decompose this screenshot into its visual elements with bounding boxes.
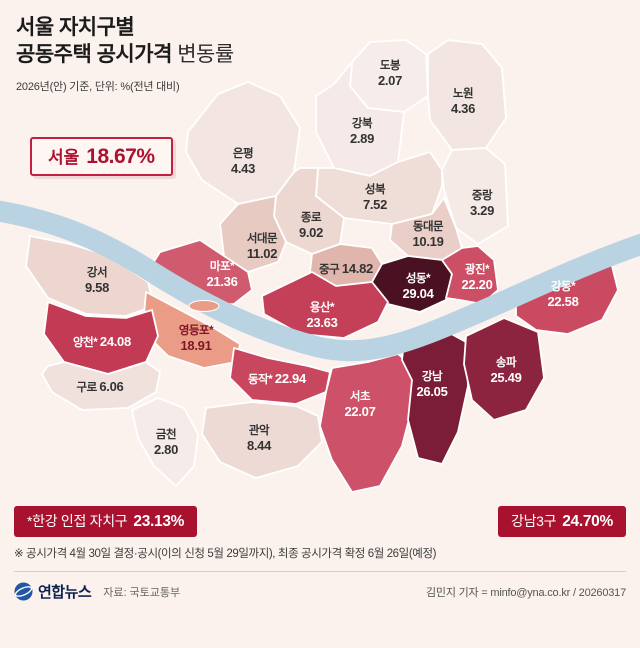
subtitle: 2026년(안) 기준, 단위: %(전년 대비): [16, 80, 180, 93]
district-shape-songpa: [463, 317, 545, 421]
yonhap-logo-icon: [14, 582, 33, 601]
hangang-badge-value: 23.13%: [133, 513, 185, 530]
han-river: [0, 200, 640, 362]
reporter-credit: 김민지 기자 = minfo@yna.co.kr / 20260317: [426, 586, 626, 599]
district-shape-seocho: [319, 353, 415, 493]
title-line2-light: 변동률: [171, 43, 234, 67]
district-shape-gangbuk: [315, 61, 405, 177]
footer-left: 연합뉴스 자료: 국토교통부: [14, 581, 180, 602]
gangnam3-badge: 강남3구 24.70%: [497, 506, 626, 537]
hangang-adjacent-badge: *한강 인접 자치구 23.13%: [14, 506, 198, 537]
title-line2-strong: 공동주택 공시가격: [16, 43, 172, 67]
seoul-badge-label: 서울: [48, 148, 80, 167]
gangnam3-badge-label: 강남3구: [510, 513, 557, 529]
district-shape-geumcheon: [131, 397, 199, 487]
yonhap-logo-text: 연합뉴스: [38, 584, 92, 601]
district-shape-gangseo: [25, 235, 155, 317]
yeouido-island: [188, 300, 220, 312]
footer: 연합뉴스 자료: 국토교통부 김민지 기자 = minfo@yna.co.kr …: [14, 571, 626, 602]
gangnam3-badge-value: 24.70%: [562, 513, 613, 530]
seoul-badge-value: 18.67%: [86, 145, 155, 168]
hangang-badge-label: *한강 인접 자치구: [27, 513, 128, 529]
district-shape-seodaemun: [219, 195, 287, 273]
district-shape-yongsan: [261, 271, 389, 339]
district-shape-gangnam: [401, 329, 469, 465]
title-line1: 서울 자치구별: [16, 16, 135, 39]
data-source: 자료: 국토교통부: [103, 586, 181, 599]
district-shape-nowon: [427, 39, 507, 151]
seoul-total-badge: 서울 18.67%: [30, 137, 173, 176]
footnote: ※ 공시가격 4월 30일 결정·공시(이의 신청 5월 29일까지), 최종 …: [14, 548, 437, 560]
district-shape-gwanak: [201, 401, 323, 479]
district-shape-jungnang: [441, 147, 509, 245]
district-shape-yangcheon: [43, 301, 159, 375]
district-shape-guro: [41, 361, 161, 411]
